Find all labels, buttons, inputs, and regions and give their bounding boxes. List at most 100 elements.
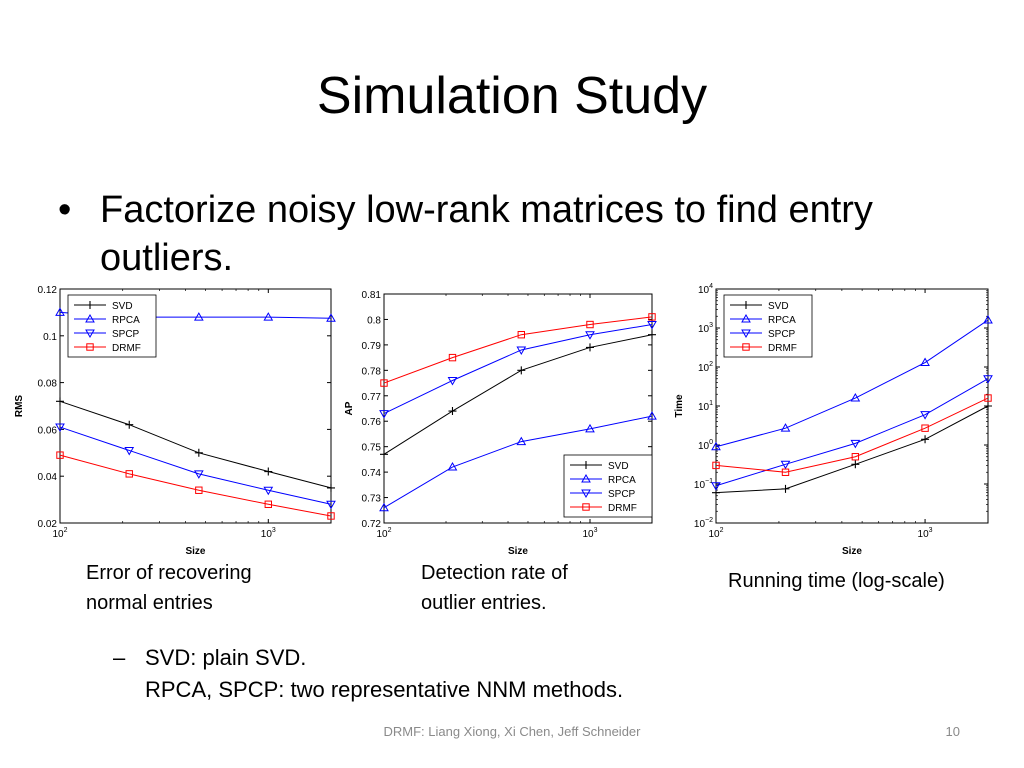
series-line-spcp: [383, 324, 653, 415]
y-tick-label: 10−2: [694, 517, 713, 530]
data-point-drmf: [781, 468, 790, 476]
series-line-spcp: [59, 426, 332, 505]
page-number: 10: [945, 724, 960, 739]
caption-ap: Detection rate of outlier entries.: [421, 558, 568, 618]
legend-marker-svd: [742, 301, 750, 309]
data-point-svd: [648, 330, 656, 339]
legend: SVD RPCA SPCP DRMF: [67, 294, 157, 358]
y-tick-label: 0.08: [38, 379, 58, 390]
data-point-drmf: [921, 424, 929, 432]
data-point-rpca: [647, 411, 657, 420]
data-point-rpca: [920, 357, 930, 367]
caption-rms-line-2: normal entries: [86, 592, 213, 614]
data-point-rpca: [983, 315, 993, 324]
data-point-svd: [264, 467, 273, 476]
legend-marker-svd: [86, 301, 94, 309]
y-tick-label: 0.77: [362, 392, 382, 403]
caption-ap-line-2: outlier entries.: [421, 592, 547, 614]
ap-chart: 0.72 0.73 0.74 0.75 0.76 0.77 0.78 0.79 0.8 0.81 1…: [344, 290, 657, 557]
data-point-svd: [851, 460, 860, 469]
x-tick-label: 103: [261, 527, 276, 540]
data-point-svd: [327, 483, 335, 492]
legend-marker-drmf: [742, 343, 750, 351]
y-tick-label: 103: [698, 322, 713, 335]
rms-chart: 0.02 0.04 0.06 0.08 0.1 0.12 102 103 Size RMS SVD R…: [14, 285, 336, 557]
y-axis-label: RMS: [14, 395, 25, 418]
data-point-drmf: [264, 500, 272, 508]
legend: SVD RPCA SPCP DRMF: [723, 294, 813, 358]
data-point-rpca: [263, 312, 274, 321]
data-point-spcp: [920, 411, 930, 420]
legend-label-spcp: SPCP: [608, 489, 636, 500]
data-point-rpca: [326, 313, 336, 322]
legend-marker-spcp: [741, 329, 751, 339]
data-point-drmf: [380, 379, 388, 387]
bullet-line-1: Factorize noisy low-rank matrices to fin…: [100, 189, 873, 231]
caption-rms: Error of recovering normal entries: [86, 558, 252, 618]
legend-marker-spcp: [85, 329, 95, 339]
caption-time-line-1: Running time (log-scale): [728, 570, 945, 592]
data-point-drmf: [648, 313, 656, 321]
x-tick-label: 102: [376, 527, 391, 540]
y-tick-label: 0.76: [362, 417, 382, 428]
data-point-svd: [984, 402, 992, 410]
y-tick-label: 0.12: [38, 285, 58, 296]
legend-marker-svd: [582, 461, 590, 469]
x-axis-label: Size: [185, 546, 205, 557]
data-point-rpca: [585, 423, 595, 433]
data-point-drmf: [851, 453, 860, 461]
data-point-rpca: [379, 502, 389, 512]
legend-label-rpca: RPCA: [768, 315, 796, 326]
legend: SVD RPCA SPCP DRMF: [563, 454, 653, 518]
data-point-spcp: [585, 331, 595, 340]
legend-label-drmf: DRMF: [112, 343, 141, 354]
sub-bullet-dash: –: [113, 645, 126, 670]
y-axis-label: Time: [674, 394, 685, 418]
time-chart: 10−2 10−1 100 101 102 103 104 102 103 Size Time SVD…: [674, 283, 993, 557]
data-point-spcp: [516, 346, 527, 355]
y-tick-label: 0.78: [362, 366, 382, 377]
y-axis-label: AP: [344, 401, 355, 415]
data-point-rpca: [711, 441, 721, 451]
data-point-spcp: [983, 375, 993, 384]
footer-credit: DRMF: Liang Xiong, Xi Chen, Jeff Schneid…: [383, 724, 641, 739]
data-point-rpca: [516, 436, 527, 446]
legend-marker-drmf: [582, 503, 590, 511]
legend-marker-rpca: [581, 473, 591, 483]
sub-bullet-line-2: RPCA, SPCP: two representative NNM metho…: [145, 677, 624, 702]
y-tick-label: 0.81: [362, 290, 382, 301]
caption-ap-line-1: Detection rate of: [421, 562, 568, 584]
data-point-spcp: [263, 486, 274, 496]
y-tick-label: 0.72: [362, 519, 382, 530]
legend-marker-rpca: [741, 313, 751, 323]
data-point-svd: [921, 435, 930, 444]
data-point-svd: [380, 450, 388, 459]
y-tick-label: 100: [698, 439, 713, 452]
series-line-drmf: [715, 397, 989, 473]
y-tick-label: 0.74: [362, 468, 382, 479]
y-tick-label: 104: [698, 283, 713, 296]
x-tick-label: 102: [52, 527, 67, 540]
data-point-drmf: [984, 394, 992, 402]
data-point-spcp: [447, 377, 458, 386]
legend-marker-spcp: [581, 489, 591, 499]
data-point-spcp: [326, 500, 336, 510]
sub-bullet-line-1: SVD: plain SVD.: [145, 645, 307, 670]
data-point-svd: [56, 397, 64, 406]
data-point-spcp: [850, 439, 861, 449]
data-point-drmf: [586, 320, 594, 329]
data-point-svd: [517, 366, 526, 375]
series-line-drmf: [383, 316, 653, 384]
data-point-rpca: [193, 312, 204, 321]
data-point-spcp: [379, 410, 389, 419]
data-point-drmf: [327, 512, 335, 520]
data-point-drmf: [517, 331, 525, 339]
data-point-svd: [781, 484, 790, 493]
series-line-rpca: [715, 319, 989, 448]
data-point-svd: [194, 448, 203, 457]
x-tick-label: 103: [918, 527, 933, 540]
data-point-spcp: [647, 321, 657, 330]
data-point-svd: [448, 407, 457, 416]
data-point-spcp: [711, 482, 721, 491]
legend-label-rpca: RPCA: [112, 315, 140, 326]
